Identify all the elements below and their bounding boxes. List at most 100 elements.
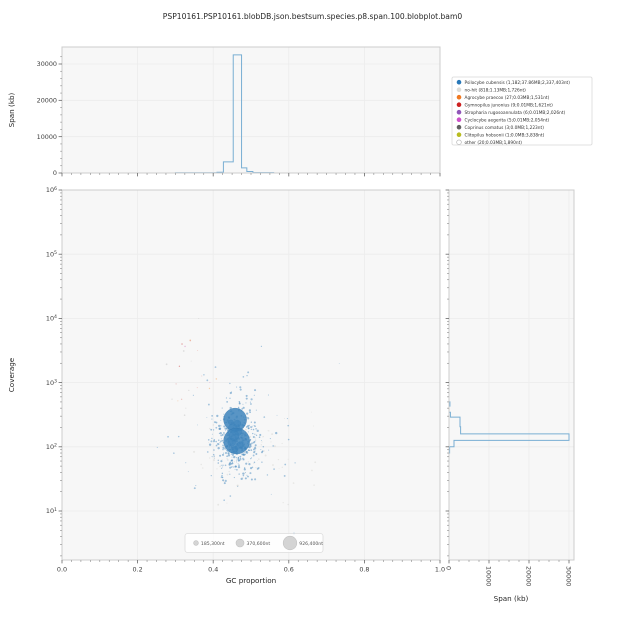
scatter-point [223,415,225,418]
scatter-point [242,472,245,475]
x-tick-label: 0.4 [208,566,218,574]
y-tick-label: 102 [46,443,57,451]
top-y-tick-label: 20000 [37,97,57,105]
scatter-point [231,429,234,432]
scatter-point [177,400,179,402]
scatter-point [232,424,235,426]
scatter-point [238,426,241,429]
scatter-point [237,421,239,423]
scatter-point [239,457,242,460]
scatter-point [260,345,263,348]
scatter-point [229,473,231,475]
scatter-point [259,433,262,436]
legend-swatch-icon [456,132,462,137]
scatter-point [213,455,215,457]
scatter-point [184,345,186,348]
scatter-point [229,423,232,426]
scatter-point [261,441,263,443]
scatter-point [270,441,272,443]
scatter-point [225,421,227,424]
scatter-point [253,394,255,396]
scatter-point [237,465,241,469]
scatter-point [185,462,187,464]
scatter-point [232,421,235,424]
scatter-point [231,456,233,458]
scatter-point [213,439,216,441]
scatter-point [249,472,252,475]
scatter-point [243,468,246,471]
scatter-point [255,428,257,430]
scatter-point [238,400,241,403]
scatter-point [235,428,237,430]
scatter-point [217,462,220,464]
scatter-point [235,416,238,419]
legend-swatch-icon [456,124,462,130]
scatter-point [234,436,237,439]
size-legend-circle-icon [235,538,245,548]
scatter-point [171,398,173,400]
scatter-point [248,449,250,452]
scatter-point [247,461,250,463]
legend-entry-label: Coprinus comatus (3;0.0MB;1,223nt) [465,125,545,131]
scatter-point [252,454,255,457]
scatter-point [219,454,222,457]
scatter-point [241,435,243,437]
scatter-point [241,449,244,452]
scatter-point [215,444,218,447]
scatter-point [283,418,285,419]
scatter-point [183,414,186,416]
scatter-point [277,458,280,461]
scatter-point [253,421,256,424]
scatter-point [251,425,253,427]
scatter-point [233,418,236,421]
scatter-point [220,425,222,427]
scatter-point [229,461,231,463]
size-legend-label: 370,600nt [247,541,271,547]
legend-entry-label: Gymnopilus junonius (9;0.01MB;1,621nt) [465,102,554,108]
scatter-point [230,466,233,468]
scatter-point [237,424,240,428]
scatter-point [250,428,252,430]
scatter-point [182,350,185,352]
scatter-point [292,482,295,484]
scatter-point [218,427,221,430]
scatter-point [244,477,247,480]
scatter-point [206,451,209,453]
scatter-point [228,452,230,454]
size-legend-label: 926,400nt [299,541,323,547]
scatter-point [248,409,251,412]
scatter-point [281,442,283,445]
scatter-point [233,466,235,468]
scatter-point [230,410,233,413]
scatter-point [246,374,248,377]
legend-entry-label: other (20;0.03MB;1,890nt) [465,140,523,146]
legend-swatch-icon [456,94,462,100]
scatter-point [238,444,240,446]
scatter-point [248,444,251,447]
scatter-point [223,425,226,428]
scatter-point [266,474,269,476]
scatter-point [236,438,238,441]
scatter-point [208,441,209,443]
scatter-point [217,446,220,450]
scatter-point [245,452,247,454]
scatter-point [247,445,250,448]
scatter-point [177,435,180,438]
scatter-point [241,440,244,443]
scatter-point [247,371,250,374]
scatter-point [247,443,249,445]
scatter-point [228,470,230,473]
scatter-point [231,446,233,448]
scatter-point [213,457,215,459]
scatter-point [245,394,248,397]
legend-swatch-icon [456,117,462,122]
scatter-point [238,429,241,432]
scatter-point [173,452,175,454]
scatter-point [254,446,256,448]
scatter-point [214,458,216,460]
right-x-tick-label: 10000 [485,566,493,586]
scatter-point [222,441,225,444]
scatter-point [251,442,253,444]
scatter-point [294,462,296,464]
